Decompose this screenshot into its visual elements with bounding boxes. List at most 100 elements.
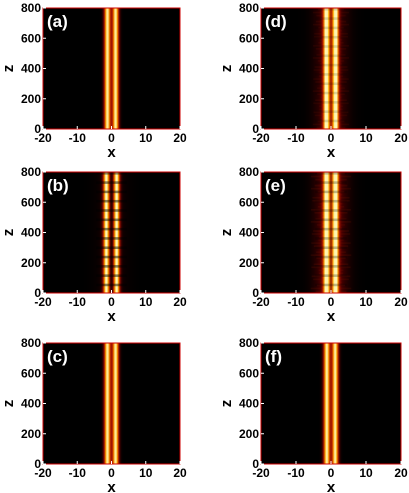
y-axis-label: z bbox=[0, 65, 17, 73]
y-axis-label: z bbox=[0, 229, 17, 237]
radiation-streak bbox=[313, 263, 324, 266]
panel-b: 0 200 400 600 800 -20 -10 0 10 20 x z (b) bbox=[0, 165, 187, 325]
panel-c: 0 200 400 600 800 -20 -10 0 10 20 x z (c) bbox=[0, 336, 187, 493]
radiation-streak bbox=[317, 8, 324, 11]
radiation-streak bbox=[311, 275, 324, 278]
y-tick-label: 600 bbox=[21, 31, 41, 45]
x-axis-label: x bbox=[327, 144, 336, 161]
radiation-streak bbox=[338, 105, 343, 108]
x-tick-label: -20 bbox=[34, 295, 52, 309]
radiation-streak bbox=[338, 17, 342, 20]
x-tick-label: -20 bbox=[252, 466, 270, 480]
panel-label: (e) bbox=[265, 176, 286, 195]
radiation-streak bbox=[338, 196, 350, 199]
x-tick-label: 20 bbox=[394, 131, 408, 145]
radiation-streak bbox=[338, 218, 347, 220]
radiation-streak bbox=[314, 212, 324, 214]
x-tick-label: 0 bbox=[328, 295, 335, 309]
radiation-streak bbox=[338, 114, 348, 117]
radiation-streak bbox=[338, 239, 344, 241]
radiation-streak bbox=[310, 187, 324, 190]
panel-d: 0 200 400 600 800 -20 -10 0 10 20 x z (d) bbox=[218, 1, 408, 161]
radiation-streak bbox=[338, 205, 345, 208]
oscillation-band bbox=[96, 265, 127, 268]
oscillation-band bbox=[96, 237, 127, 240]
x-tick-label: 0 bbox=[108, 295, 115, 309]
radiation-streak bbox=[318, 269, 324, 272]
radiation-streak bbox=[312, 57, 324, 59]
radiation-streak bbox=[338, 11, 350, 14]
oscillation-band bbox=[96, 246, 127, 250]
radiation-streak bbox=[338, 221, 352, 223]
x-tick-label: -10 bbox=[287, 466, 305, 480]
center-channel bbox=[329, 8, 333, 129]
oscillation-band bbox=[315, 199, 347, 203]
radiation-streak bbox=[338, 199, 350, 202]
oscillation-band bbox=[96, 172, 127, 175]
radiation-streak bbox=[338, 8, 345, 11]
radiation-streak bbox=[338, 178, 347, 181]
x-tick-label: -10 bbox=[287, 131, 305, 145]
radiation-streak bbox=[320, 84, 324, 86]
radiation-streak bbox=[313, 245, 324, 247]
x-tick-label: 10 bbox=[359, 131, 373, 145]
radiation-streak bbox=[338, 45, 349, 47]
oscillation-band bbox=[315, 265, 347, 268]
radiation-streak bbox=[316, 14, 324, 17]
radiation-streak bbox=[338, 181, 342, 184]
radiation-streak bbox=[317, 190, 324, 193]
radiation-streak bbox=[338, 60, 345, 62]
radiation-streak bbox=[319, 193, 324, 196]
radiation-streak bbox=[338, 51, 342, 53]
oscillation-band bbox=[315, 73, 347, 76]
radiation-streak bbox=[317, 87, 324, 89]
radiation-streak bbox=[338, 29, 343, 32]
radiation-streak bbox=[338, 242, 351, 244]
radiation-streak bbox=[311, 242, 324, 244]
radiation-streak bbox=[338, 41, 344, 44]
x-axis-label: x bbox=[107, 479, 116, 493]
radiation-streak bbox=[312, 196, 324, 199]
oscillation-band bbox=[96, 283, 127, 287]
radiation-streak bbox=[338, 236, 343, 238]
x-tick-label: 0 bbox=[328, 466, 335, 480]
oscillation-band bbox=[315, 82, 347, 86]
radiation-streak bbox=[338, 111, 349, 114]
radiation-streak bbox=[338, 87, 345, 89]
radiation-streak bbox=[315, 48, 324, 50]
y-tick-label: 200 bbox=[239, 92, 259, 106]
y-tick-label: 600 bbox=[239, 31, 259, 45]
radiation-streak bbox=[338, 23, 350, 26]
oscillation-band bbox=[96, 255, 127, 259]
radiation-streak bbox=[338, 172, 345, 175]
radiation-streak bbox=[314, 66, 324, 68]
oscillation-band bbox=[315, 227, 347, 231]
radiation-streak bbox=[338, 245, 349, 247]
x-axis-label: x bbox=[107, 308, 116, 325]
radiation-streak bbox=[313, 45, 324, 47]
y-tick-label: 400 bbox=[239, 397, 259, 411]
radiation-streak bbox=[338, 175, 352, 178]
radiation-streak bbox=[338, 254, 352, 256]
y-tick-label: 400 bbox=[21, 226, 41, 240]
radiation-streak bbox=[320, 17, 324, 20]
x-tick-label: 10 bbox=[359, 295, 373, 309]
x-tick-label: 20 bbox=[173, 466, 187, 480]
radiation-streak bbox=[310, 287, 324, 290]
radiation-streak bbox=[338, 75, 344, 77]
oscillation-band bbox=[96, 274, 127, 277]
center-channel bbox=[329, 172, 333, 293]
center-channel bbox=[110, 172, 113, 293]
radiation-streak bbox=[338, 26, 344, 29]
y-tick-label: 400 bbox=[21, 62, 41, 76]
x-tick-label: 0 bbox=[108, 131, 115, 145]
y-axis-label: z bbox=[0, 400, 17, 408]
y-axis-label: z bbox=[218, 65, 235, 73]
radiation-streak bbox=[338, 63, 342, 65]
y-tick-label: 200 bbox=[21, 256, 41, 270]
x-tick-label: -10 bbox=[69, 295, 87, 309]
radiation-streak bbox=[316, 126, 324, 129]
radiation-streak bbox=[315, 20, 324, 23]
x-tick-label: 10 bbox=[359, 466, 373, 480]
radiation-streak bbox=[317, 224, 324, 226]
